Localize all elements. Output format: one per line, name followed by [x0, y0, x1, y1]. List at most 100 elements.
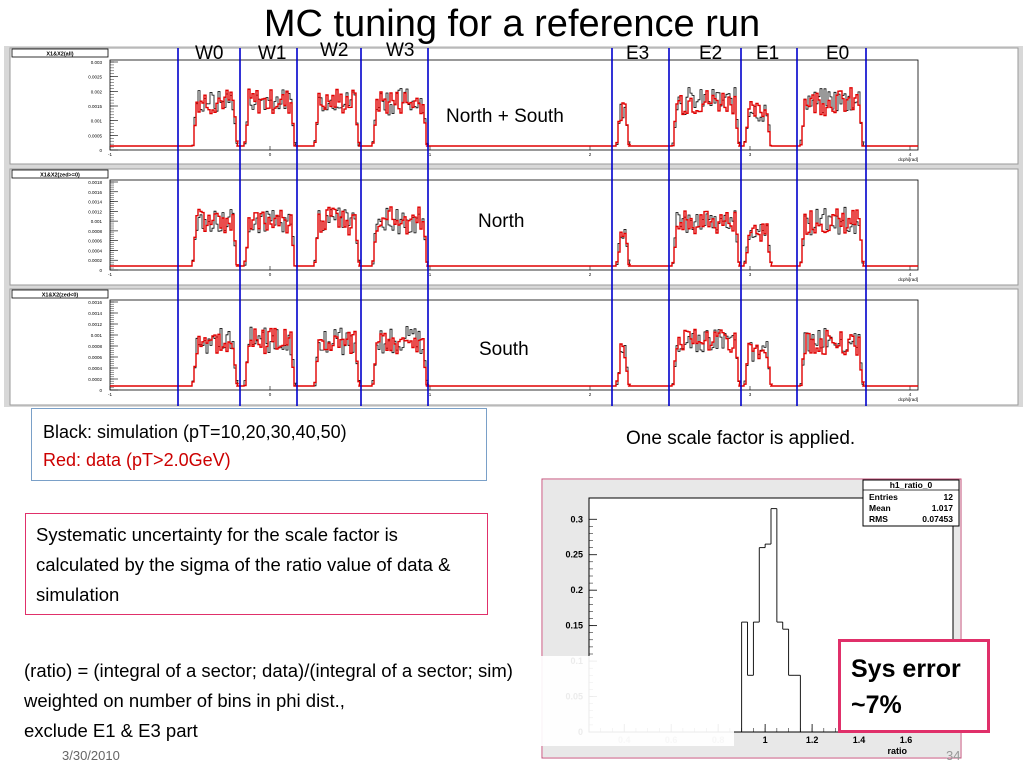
- sector-label-w0: W0: [195, 43, 224, 64]
- legend-data: Red: data (pT>2.0GeV): [43, 450, 231, 470]
- panel-xtick-label: 3: [749, 152, 752, 157]
- panel-xtick-label: 1: [429, 392, 432, 397]
- panel-xtick-label: -1: [108, 272, 112, 277]
- panel-ytick-label: 0: [99, 148, 102, 153]
- panel-xlabel: dcphi[rad]: [898, 397, 918, 402]
- slide-date: 3/30/2010: [62, 748, 120, 763]
- panel-ytick-label: 0.003: [91, 60, 103, 65]
- panel-ytick-label: 0.001: [91, 333, 103, 338]
- slide-page-number: 34: [946, 748, 961, 763]
- panel-ytick-label: 0.0006: [88, 355, 102, 360]
- sector-label-e0: E0: [826, 43, 850, 64]
- panel-xlabel: dcphi[rad]: [898, 277, 918, 282]
- histogram-bin: [752, 621, 760, 676]
- panel-hist-title: X1&X2(zed<0): [42, 293, 79, 299]
- histogram-xtick-label: 1.4: [853, 735, 866, 745]
- stat-entries-key: Entries: [869, 492, 898, 502]
- panel-ytick-label: 0.0002: [88, 258, 102, 263]
- sys-error-callout: Sys error ~7%: [838, 639, 990, 733]
- panel-ytick-label: 0: [99, 268, 102, 273]
- scale-factor-note: One scale factor is applied.: [626, 428, 856, 449]
- histogram-xtick-label: 1.6: [900, 735, 913, 745]
- slide-title: MC tuning for a reference run: [263, 3, 761, 45]
- panel-xtick-label: 1: [429, 152, 432, 157]
- ratio-definition-line-2: weighted on number of bins in phi dist.,: [24, 690, 345, 711]
- panel-xtick-label: 4: [909, 272, 912, 277]
- panel-ytick-label: 0.0012: [88, 209, 102, 214]
- panel-ytick-label: 0.0016: [88, 300, 102, 305]
- panel-label-1: North + South: [440, 103, 570, 131]
- panel-xtick-label: -1: [108, 152, 112, 157]
- histogram-xlabel: ratio: [887, 746, 907, 756]
- panel-xtick-label: 4: [909, 152, 912, 157]
- sector-label-w3: W3: [386, 40, 415, 61]
- panel-ytick-label: 0.0018: [88, 180, 102, 185]
- sector-label-e3: E3: [626, 43, 650, 64]
- panel-ytick-label: 0.0004: [88, 248, 102, 253]
- sector-label-w1: W1: [258, 43, 287, 64]
- histogram-bin: [764, 543, 771, 548]
- sector-label-e2: E2: [699, 43, 723, 64]
- panel-ytick-label: 0.0025: [88, 75, 102, 80]
- histogram-xtick-label: 1.2: [806, 735, 819, 745]
- sys-error-line-1: Sys error: [851, 655, 961, 683]
- panel-label-2: North: [472, 208, 531, 236]
- stat-mean-key: Mean: [869, 503, 891, 513]
- ratio-definition-line-3: exclude E1 & E3 part: [24, 720, 198, 741]
- panel-ytick-label: 0.0016: [88, 190, 102, 195]
- legend-box: Black: simulation (pT=10,20,30,40,50) Re…: [31, 408, 487, 481]
- panel-xtick-label: 2: [589, 392, 592, 397]
- panel-ytick-label: 0.0014: [88, 200, 102, 205]
- sector-label-e1: E1: [756, 43, 780, 64]
- panel-ytick-label: 0.0015: [88, 104, 102, 109]
- panel-xtick-label: 2: [589, 272, 592, 277]
- panel-xtick-label: 0: [269, 272, 272, 277]
- histogram-bin: [776, 508, 783, 623]
- panel-label-3: South: [473, 336, 535, 364]
- sector-label-w2: W2: [320, 40, 349, 61]
- systematic-uncertainty-box: Systematic uncertainty for the scale fac…: [25, 513, 488, 615]
- histogram-bin: [741, 621, 748, 732]
- panel-xtick-label: 3: [749, 272, 752, 277]
- stats-title: h1_ratio_0: [890, 480, 933, 490]
- histogram-ytick-label: 0.2: [570, 585, 583, 595]
- stat-entries-value: 12: [944, 492, 954, 502]
- ratio-definition: (ratio) = (integral of a sector; data)/(…: [24, 656, 734, 746]
- histogram-bin: [758, 547, 766, 623]
- panel-xtick-label: 4: [909, 392, 912, 397]
- sys-error-line-2: ~7%: [851, 691, 902, 719]
- panel-ytick-label: 0.001: [91, 119, 103, 124]
- panel-xtick-label: 3: [749, 392, 752, 397]
- panel-ytick-label: 0.0002: [88, 377, 102, 382]
- panel-ytick-label: 0.0014: [88, 311, 102, 316]
- panel-xtick-label: 2: [589, 152, 592, 157]
- panel-xlabel: dcphi[rad]: [898, 157, 918, 162]
- histogram-ytick-label: 0.3: [570, 514, 583, 524]
- histogram-xtick-label: 1: [763, 735, 768, 745]
- histogram-bin: [794, 674, 801, 732]
- panel-hist-title: X1&X2(zed>=0): [40, 173, 80, 179]
- panel-hist-title: X1&X2(all): [46, 52, 73, 58]
- histogram-ytick-label: 0.25: [565, 550, 583, 560]
- panel-ytick-label: 0.0012: [88, 322, 102, 327]
- panel-ytick-label: 0.002: [91, 89, 103, 94]
- panel-xtick-label: 0: [269, 392, 272, 397]
- panel-ytick-label: 0.001: [91, 219, 103, 224]
- histogram-bin: [788, 629, 795, 676]
- panel-ytick-label: 0.0006: [88, 239, 102, 244]
- panel-ytick-label: 0.0008: [88, 344, 102, 349]
- stat-rms-key: RMS: [869, 514, 888, 524]
- stat-rms-value: 0.07453: [922, 514, 953, 524]
- histogram-ytick-label: 0.15: [565, 621, 583, 631]
- panel-ytick-label: 0.0004: [88, 366, 102, 371]
- panel-xtick-label: -1: [108, 392, 112, 397]
- panel-xtick-label: 1: [429, 272, 432, 277]
- ratio-definition-line-1: (ratio) = (integral of a sector; data)/(…: [24, 660, 513, 681]
- stats-box: h1_ratio_0 Entries 12 Mean 1.017 RMS 0.0…: [862, 479, 960, 527]
- panel-ytick-label: 0: [99, 388, 102, 393]
- histogram-bin: [770, 508, 777, 545]
- panel-ytick-label: 0.0008: [88, 229, 102, 234]
- histogram-bin: [782, 622, 789, 630]
- histogram-bin: [747, 622, 754, 676]
- stat-mean-value: 1.017: [932, 503, 954, 513]
